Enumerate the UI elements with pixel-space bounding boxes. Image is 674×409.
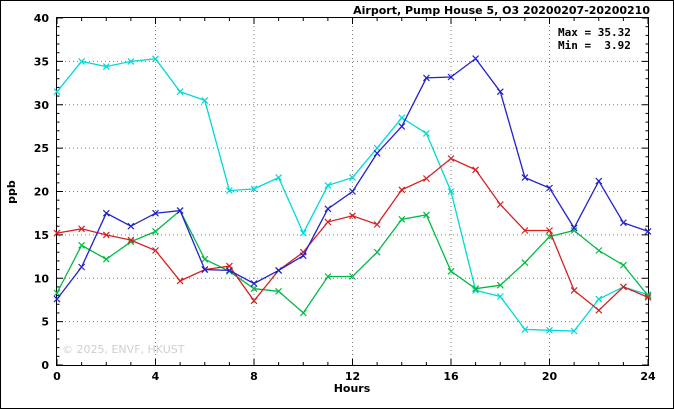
y-tick-label: 20	[34, 186, 50, 199]
x-tick-label: 0	[53, 370, 61, 383]
x-axis-label: Hours	[334, 382, 371, 395]
y-tick-label: 10	[34, 272, 50, 285]
y-tick-label: 25	[34, 142, 49, 155]
y-tick-label: 5	[41, 316, 49, 329]
series-markers-series-cyan	[53, 55, 652, 335]
min-annotation: Min = 3.92	[558, 39, 631, 52]
series-markers-series-red	[53, 155, 652, 314]
x-tick-label: 16	[443, 370, 459, 383]
x-tick-label: 24	[640, 370, 656, 383]
x-tick-label: 8	[250, 370, 258, 383]
x-tick-label: 4	[152, 370, 160, 383]
x-tick-label: 12	[345, 370, 360, 383]
x-tick-label: 20	[542, 370, 558, 383]
y-axis-label: ppb	[5, 180, 18, 204]
y-tick-label: 15	[34, 229, 49, 242]
series-markers-series-blue	[53, 55, 652, 303]
y-tick-label: 30	[34, 99, 50, 112]
plot-border	[56, 17, 649, 366]
chart-title: Airport, Pump House 5, O3 20200207-20200…	[353, 4, 650, 17]
watermark: © 2025, ENVF, HKUST	[62, 343, 185, 356]
y-tick-label: 40	[34, 12, 50, 25]
y-tick-label: 0	[41, 359, 49, 372]
y-tick-label: 35	[34, 55, 49, 68]
max-annotation: Max = 35.32	[558, 26, 631, 39]
